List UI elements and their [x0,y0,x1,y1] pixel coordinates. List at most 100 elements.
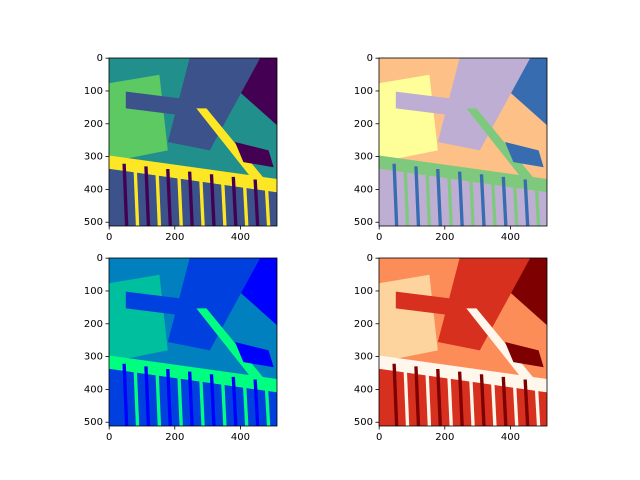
axes-frame [108,57,278,227]
railing-bar [264,380,271,426]
railing-bar [512,178,519,226]
subplot: 0 200 400 0 100 200 300 400 500 [84,53,278,243]
image-region [395,291,463,317]
y-tick-label: 300 [354,152,373,163]
railing-bar [242,378,249,426]
railing-bar [187,171,194,226]
railing-bar [231,376,238,426]
x-tick-label: 0 [106,232,112,243]
railing-bar [392,363,399,426]
railing-bar [490,175,497,226]
axes-frame [108,257,278,427]
railing-bar [479,374,486,426]
y-tick-label: 0 [97,53,103,64]
y-tick-label: 500 [84,217,103,228]
x-tick-label: 400 [231,432,250,443]
y-tick-label: 300 [84,352,103,363]
y-tick-label: 0 [367,53,373,64]
x-tick-label: 0 [106,432,112,443]
y-tick-label: 100 [84,86,103,97]
x-tick-label: 0 [376,432,382,443]
image-region [196,308,269,390]
y-tick-label: 400 [84,184,103,195]
y-tick-label: 300 [354,352,373,363]
railing-bar [447,370,453,426]
railing-bar [133,365,140,426]
y-tick-label: 400 [84,384,103,395]
railing-bar [220,375,227,426]
railing-bar [187,371,194,426]
railing-bar [501,176,508,226]
image [109,58,277,226]
railing-bar [414,366,421,426]
image [109,258,277,426]
railing-bar [253,179,260,226]
railing-bar [436,169,442,226]
image-region [125,91,193,117]
y-tick-label: 0 [367,253,373,264]
x-tick-label: 200 [165,432,184,443]
railing-bar [534,380,541,426]
axes-frame [378,257,548,427]
image-region [167,258,261,351]
railing-bar [242,178,249,226]
railing-bar [253,379,260,426]
railing-bar [457,371,464,426]
image-region [167,58,261,151]
image-region [235,142,274,168]
railing-bar [523,179,530,226]
railing-bar [479,174,486,226]
railing-bar [166,369,172,426]
image-region [235,342,274,368]
railing-bar [144,366,151,426]
railing-bar [231,176,238,226]
railing-bar [155,167,162,226]
image-region [505,142,544,168]
railing-bar [144,166,151,226]
y-tick-label: 500 [354,217,373,228]
railing-bar [166,169,172,226]
x-tick-label: 200 [165,232,184,243]
railing-bar [133,165,140,226]
y-tick-label: 200 [84,319,103,330]
railing-bar [512,378,519,426]
x-tick-label: 400 [501,432,520,443]
railing-bar [447,170,453,226]
railing-bar [457,171,464,226]
railing-bar [392,163,399,226]
railing-bar [155,367,162,426]
railing-bar [177,170,183,226]
y-tick-label: 200 [354,319,373,330]
railing-bar [490,375,497,426]
y-tick-label: 400 [354,184,373,195]
y-tick-label: 100 [354,86,373,97]
railing-bar [264,180,271,226]
y-tick-label: 100 [84,286,103,297]
railing-bar [425,167,432,226]
railing-bar [436,369,442,426]
railing-bar [220,175,227,226]
image-region [505,342,544,368]
image-region [125,291,193,317]
x-tick-label: 400 [501,232,520,243]
image-region [437,258,531,351]
railing-bar [523,379,530,426]
railing-bar [501,376,508,426]
subplot: 0 200 400 0 100 200 300 400 500 [354,53,548,243]
image [379,58,547,226]
image-region [109,274,168,363]
x-tick-label: 200 [435,232,454,243]
image [379,258,547,426]
y-tick-label: 500 [354,417,373,428]
image-region [109,74,168,163]
subplot: 0 200 400 0 100 200 300 400 500 [354,253,548,443]
image-region [379,74,438,163]
railing-bar [403,365,410,426]
railing-bar [468,172,475,226]
image-region [196,108,269,190]
railing-bar [468,372,475,426]
railing-bar [122,363,129,426]
y-tick-label: 400 [354,384,373,395]
